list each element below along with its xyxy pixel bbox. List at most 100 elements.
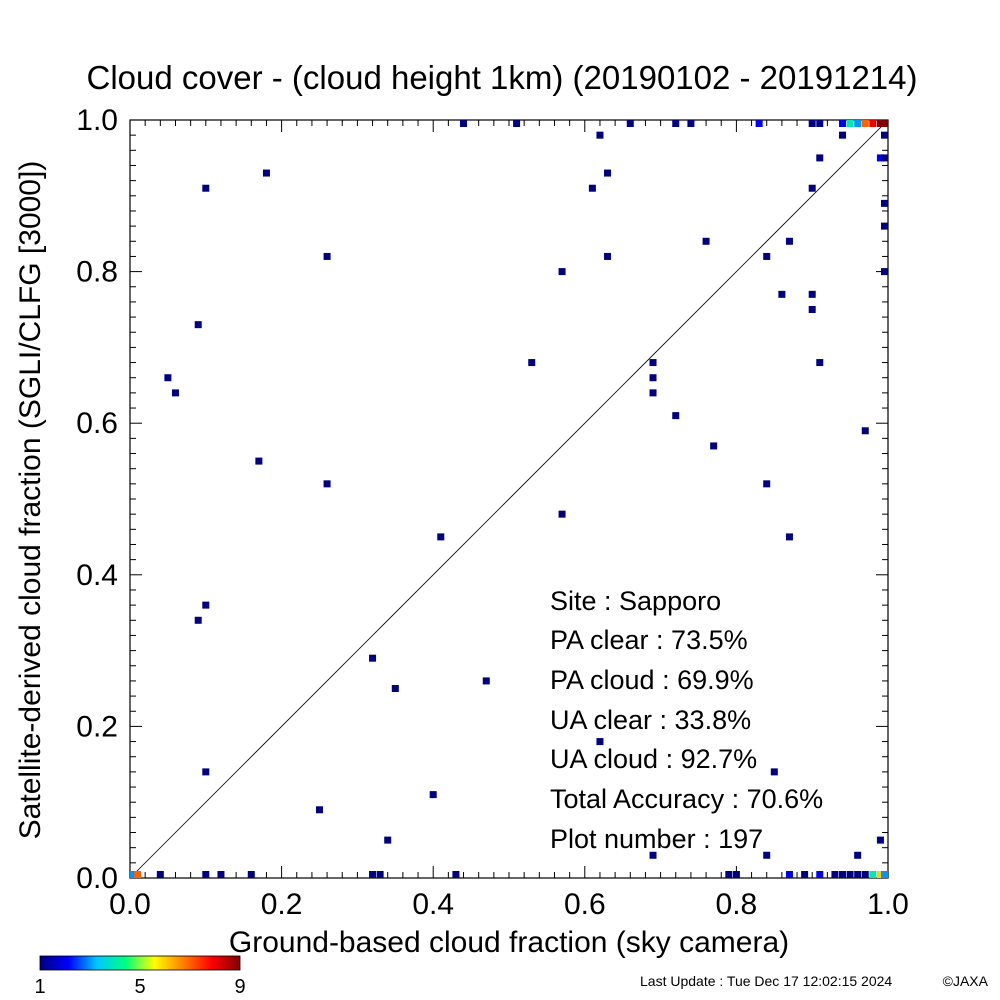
data-point <box>460 120 468 127</box>
data-point <box>156 871 164 878</box>
data-point <box>323 480 331 488</box>
data-point <box>391 685 399 692</box>
data-point <box>816 871 824 878</box>
stat-plot-number: Plot number : 197 <box>550 824 763 854</box>
data-point <box>596 738 604 746</box>
data-point <box>869 871 877 878</box>
data-point <box>194 321 202 329</box>
data-point <box>626 120 634 127</box>
data-point <box>437 533 445 541</box>
data-point <box>869 120 877 127</box>
x-axis-label: Ground-based cloud fraction (sky camera) <box>229 926 789 959</box>
stat-pa-cloud: PA cloud : 69.9% <box>550 665 754 695</box>
data-point <box>202 601 210 609</box>
data-point <box>763 851 771 859</box>
data-point <box>881 131 888 139</box>
data-point <box>876 120 884 127</box>
data-point <box>839 120 847 127</box>
data-point <box>778 290 786 298</box>
data-point <box>323 252 331 260</box>
data-point <box>785 871 793 878</box>
data-point <box>861 120 869 127</box>
data-point <box>649 374 657 382</box>
x-tick-label: 0.2 <box>261 888 303 921</box>
data-point <box>255 457 263 465</box>
x-tick-label: 0.6 <box>564 888 606 921</box>
data-point <box>801 871 809 878</box>
data-point <box>558 510 566 518</box>
last-update-text: Last Update : Tue Dec 17 12:02:15 2024 <box>640 973 892 989</box>
data-point <box>876 154 884 162</box>
y-tick-label: 1.0 <box>76 104 118 137</box>
data-point <box>384 836 392 844</box>
data-point <box>725 871 733 878</box>
data-point <box>763 252 771 260</box>
data-point <box>513 120 521 127</box>
data-point <box>881 222 888 230</box>
data-point <box>194 616 202 624</box>
data-point <box>217 871 225 878</box>
data-point <box>763 480 771 488</box>
data-point <box>702 237 710 245</box>
data-point <box>876 836 884 844</box>
stats-box: Site : Sapporo PA clear : 73.5% PA cloud… <box>550 586 823 854</box>
data-point <box>846 120 854 127</box>
data-point <box>202 768 210 776</box>
data-points <box>130 120 888 878</box>
data-point <box>134 871 142 878</box>
stat-ua-cloud: UA cloud : 92.7% <box>550 744 757 774</box>
data-point <box>672 120 680 127</box>
data-point <box>808 184 816 192</box>
data-point <box>452 871 460 878</box>
stat-total-accuracy: Total Accuracy : 70.6% <box>550 784 823 814</box>
data-point <box>710 442 718 450</box>
data-point <box>649 389 657 397</box>
stat-pa-clear: PA clear : 73.5% <box>550 625 748 655</box>
data-point <box>808 306 816 313</box>
data-point <box>482 677 490 685</box>
colorbar-gradient <box>39 955 241 971</box>
data-point <box>171 389 179 397</box>
data-point <box>558 268 566 276</box>
data-point <box>808 120 816 127</box>
data-point <box>881 871 888 878</box>
y-tick-label: 0.2 <box>76 710 118 743</box>
data-point <box>596 131 604 139</box>
data-point <box>854 851 862 859</box>
data-point <box>854 871 862 878</box>
data-point <box>376 871 384 878</box>
data-point <box>876 871 884 878</box>
colorbar-label-mid: 5 <box>134 976 145 998</box>
data-point <box>247 871 255 878</box>
data-point <box>881 268 888 276</box>
colorbar-label-max: 9 <box>234 976 245 998</box>
copyright-text: ©JAXA <box>943 973 989 989</box>
data-point <box>369 654 377 662</box>
data-point <box>262 169 270 177</box>
data-point <box>687 120 695 127</box>
data-point <box>861 871 869 878</box>
data-point <box>785 533 793 541</box>
x-tick-label: 0.4 <box>412 888 454 921</box>
data-point <box>672 412 680 420</box>
colorbar-label-min: 1 <box>34 976 45 998</box>
y-tick-label: 0.4 <box>76 559 118 592</box>
data-point <box>202 184 210 192</box>
x-tick-label: 0.8 <box>716 888 758 921</box>
data-point <box>369 871 377 878</box>
x-tick-label: 1.0 <box>867 888 909 921</box>
data-point <box>816 120 824 127</box>
data-point <box>604 252 612 260</box>
data-point <box>861 427 869 435</box>
stat-site: Site : Sapporo <box>550 586 721 616</box>
y-tick-label: 0.8 <box>76 256 118 289</box>
data-point <box>881 154 888 162</box>
y-tick-label: 0.6 <box>76 407 118 440</box>
data-point <box>130 871 137 878</box>
data-point <box>755 120 763 127</box>
one-to-one-line <box>129 119 889 879</box>
x-tick-labels: 0.0 0.2 0.4 0.6 0.8 1.0 <box>109 888 909 921</box>
data-point <box>808 290 816 298</box>
data-point <box>881 120 888 127</box>
